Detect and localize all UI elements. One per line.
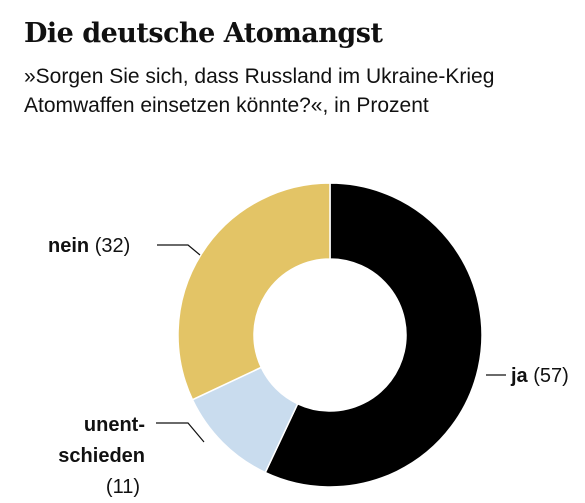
slice-ja <box>264 182 483 488</box>
label-nein-name: nein <box>48 235 89 257</box>
label-ja-name: ja <box>510 365 529 387</box>
label-unentschieden-line1: unent- <box>84 414 145 436</box>
label-nein: nein (32) <box>48 235 130 257</box>
leader-line-nein <box>157 244 201 256</box>
label-ja-value: (57) <box>533 365 569 387</box>
slice-nein <box>177 182 331 401</box>
chart-title: Die deutsche Atomangst <box>24 18 383 49</box>
donut-slices <box>177 182 483 488</box>
label-ja: ja (57) <box>510 365 569 387</box>
leader-line-unentschieden <box>156 422 205 443</box>
label-unentschieden-line2: schieden <box>58 445 145 467</box>
label-unentschieden-value: (11) <box>106 476 140 498</box>
chart-subtitle: »Sorgen Sie sich, dass Russland im Ukrai… <box>24 65 495 117</box>
label-nein-value: (32) <box>95 235 131 257</box>
